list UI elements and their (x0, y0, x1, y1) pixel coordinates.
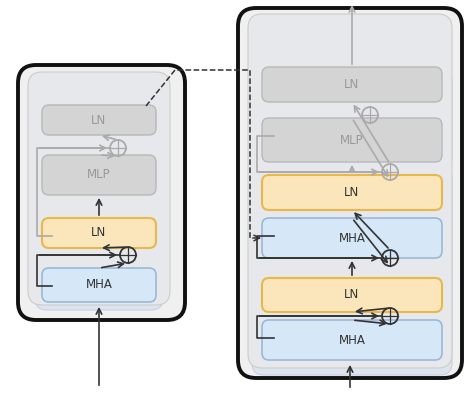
FancyBboxPatch shape (28, 72, 170, 305)
Text: MHA: MHA (86, 279, 112, 292)
Text: MHA: MHA (338, 334, 365, 346)
FancyBboxPatch shape (252, 165, 452, 375)
FancyBboxPatch shape (262, 320, 442, 360)
Text: LN: LN (345, 186, 360, 199)
Text: LN: LN (345, 288, 360, 302)
FancyBboxPatch shape (42, 155, 156, 195)
Text: LN: LN (345, 78, 360, 91)
Text: MLP: MLP (340, 134, 364, 146)
FancyBboxPatch shape (18, 65, 185, 320)
FancyBboxPatch shape (42, 105, 156, 135)
FancyBboxPatch shape (42, 218, 156, 248)
FancyBboxPatch shape (35, 155, 163, 310)
FancyBboxPatch shape (262, 67, 442, 102)
FancyBboxPatch shape (262, 218, 442, 258)
Text: MLP: MLP (87, 168, 111, 182)
FancyBboxPatch shape (248, 14, 452, 368)
FancyBboxPatch shape (262, 278, 442, 312)
FancyBboxPatch shape (262, 175, 442, 210)
Text: LN: LN (91, 227, 107, 239)
Text: MHA: MHA (338, 231, 365, 245)
FancyBboxPatch shape (262, 118, 442, 162)
FancyBboxPatch shape (252, 68, 452, 170)
Text: LN: LN (91, 113, 107, 126)
FancyBboxPatch shape (42, 268, 156, 302)
FancyBboxPatch shape (238, 8, 462, 378)
